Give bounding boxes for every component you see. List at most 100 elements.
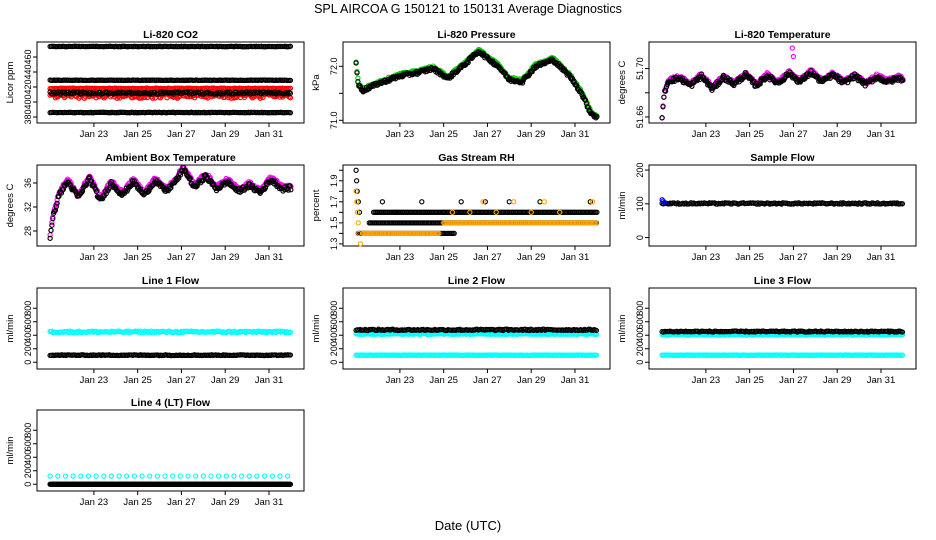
data-point	[441, 209, 447, 215]
data-point	[663, 84, 670, 90]
x-tick-label: Jan 23	[386, 129, 415, 140]
x-tick-label: Jan 31	[255, 252, 284, 263]
x-tick-label: Jan 23	[80, 252, 109, 263]
y-tick-label: 51.70	[635, 57, 645, 80]
data-point	[493, 209, 499, 215]
chart-title: Gas Stream RH	[438, 152, 514, 164]
y-tick-label: 28	[23, 226, 33, 236]
series-line-1-flow-low	[47, 352, 294, 359]
data-point	[449, 209, 456, 215]
data-point	[354, 70, 360, 76]
data-point	[582, 97, 589, 103]
chart-title: Li-820 Temperature	[734, 29, 830, 41]
x-tick-label: Jan 31	[561, 375, 590, 386]
data-point	[287, 110, 294, 116]
data-point	[356, 230, 362, 237]
data-point	[436, 230, 442, 237]
data-point	[48, 227, 54, 234]
y-tick-label: 1.5	[329, 217, 339, 230]
data-point	[467, 209, 473, 215]
x-tick-label: Jan 31	[867, 129, 896, 140]
data-point	[167, 185, 173, 192]
x-tick-label: Jan 31	[255, 129, 284, 140]
series-rh-early-points	[353, 167, 593, 215]
y-tick-label: 600	[23, 314, 33, 329]
x-tick-label: Jan 29	[517, 375, 546, 386]
x-tick-label: Jan 25	[123, 375, 152, 386]
y-tick-label: 600	[635, 314, 645, 329]
y-tick-label: 440	[23, 64, 33, 79]
data-point	[81, 95, 87, 101]
data-point	[353, 60, 359, 66]
x-tick-label: Jan 23	[386, 375, 415, 386]
data-point	[353, 178, 360, 184]
plot-frame	[36, 287, 305, 370]
x-tick-label: Jan 27	[167, 129, 196, 140]
data-point	[593, 220, 599, 226]
data-point	[789, 45, 795, 51]
data-point	[747, 75, 754, 81]
x-tick-label: Jan 25	[123, 252, 152, 263]
data-point	[528, 209, 534, 215]
data-point	[660, 104, 666, 110]
data-point	[287, 77, 294, 84]
data-point	[47, 235, 53, 241]
x-tick-label: Jan 27	[779, 375, 808, 386]
y-tick-label: 51.66	[635, 106, 645, 129]
y-axis-label: degrees C	[5, 183, 16, 227]
y-axis-label: ml/min	[617, 315, 628, 343]
data-point	[287, 352, 294, 358]
y-tick-label: 71.0	[329, 112, 339, 130]
data-point	[659, 115, 665, 121]
y-tick-label: 400	[329, 328, 339, 343]
y-tick-label: 800	[635, 301, 645, 316]
data-point	[49, 222, 55, 228]
data-point	[187, 175, 193, 181]
data-point	[108, 179, 115, 185]
data-point	[93, 188, 100, 195]
chart-title: Line 2 Flow	[448, 275, 506, 287]
data-point	[54, 200, 60, 206]
plot-frame	[648, 164, 917, 247]
x-tick-label: Jan 27	[779, 252, 808, 263]
y-tick-label: 600	[329, 314, 339, 329]
y-tick-label: 400	[23, 328, 33, 343]
plot-frame	[36, 164, 305, 247]
data-point	[511, 199, 517, 205]
y-tick-label: 200	[635, 163, 645, 178]
y-tick-label: 200	[635, 341, 645, 356]
x-tick-label: Jan 29	[823, 252, 852, 263]
y-axis-label: ml/min	[5, 315, 16, 343]
data-point	[574, 83, 580, 89]
data-point	[194, 183, 200, 189]
data-point	[354, 199, 360, 205]
data-point	[226, 178, 232, 184]
plot-frame	[342, 41, 611, 124]
x-tick-label: Jan 23	[692, 129, 721, 140]
data-point	[353, 167, 359, 173]
data-point	[593, 327, 600, 334]
x-tick-label: Jan 27	[473, 252, 502, 263]
y-tick-label: 100	[635, 196, 645, 211]
plot-frame	[342, 164, 611, 247]
y-tick-label: 72.0	[329, 58, 339, 76]
data-point	[594, 113, 600, 120]
x-tick-label: Jan 29	[211, 375, 240, 386]
y-tick-label: 0	[23, 360, 33, 365]
series-reference-low	[47, 109, 294, 116]
data-point	[541, 199, 547, 205]
y-tick-label: 200	[23, 341, 33, 356]
data-point	[353, 188, 359, 194]
data-point	[560, 68, 567, 74]
data-point	[355, 220, 361, 226]
data-point	[557, 209, 563, 215]
data-point	[356, 209, 363, 215]
y-tick-label: 800	[23, 301, 33, 316]
data-point	[392, 209, 399, 215]
x-tick-label: Jan 27	[167, 252, 196, 263]
x-tick-label: Jan 25	[429, 129, 458, 140]
